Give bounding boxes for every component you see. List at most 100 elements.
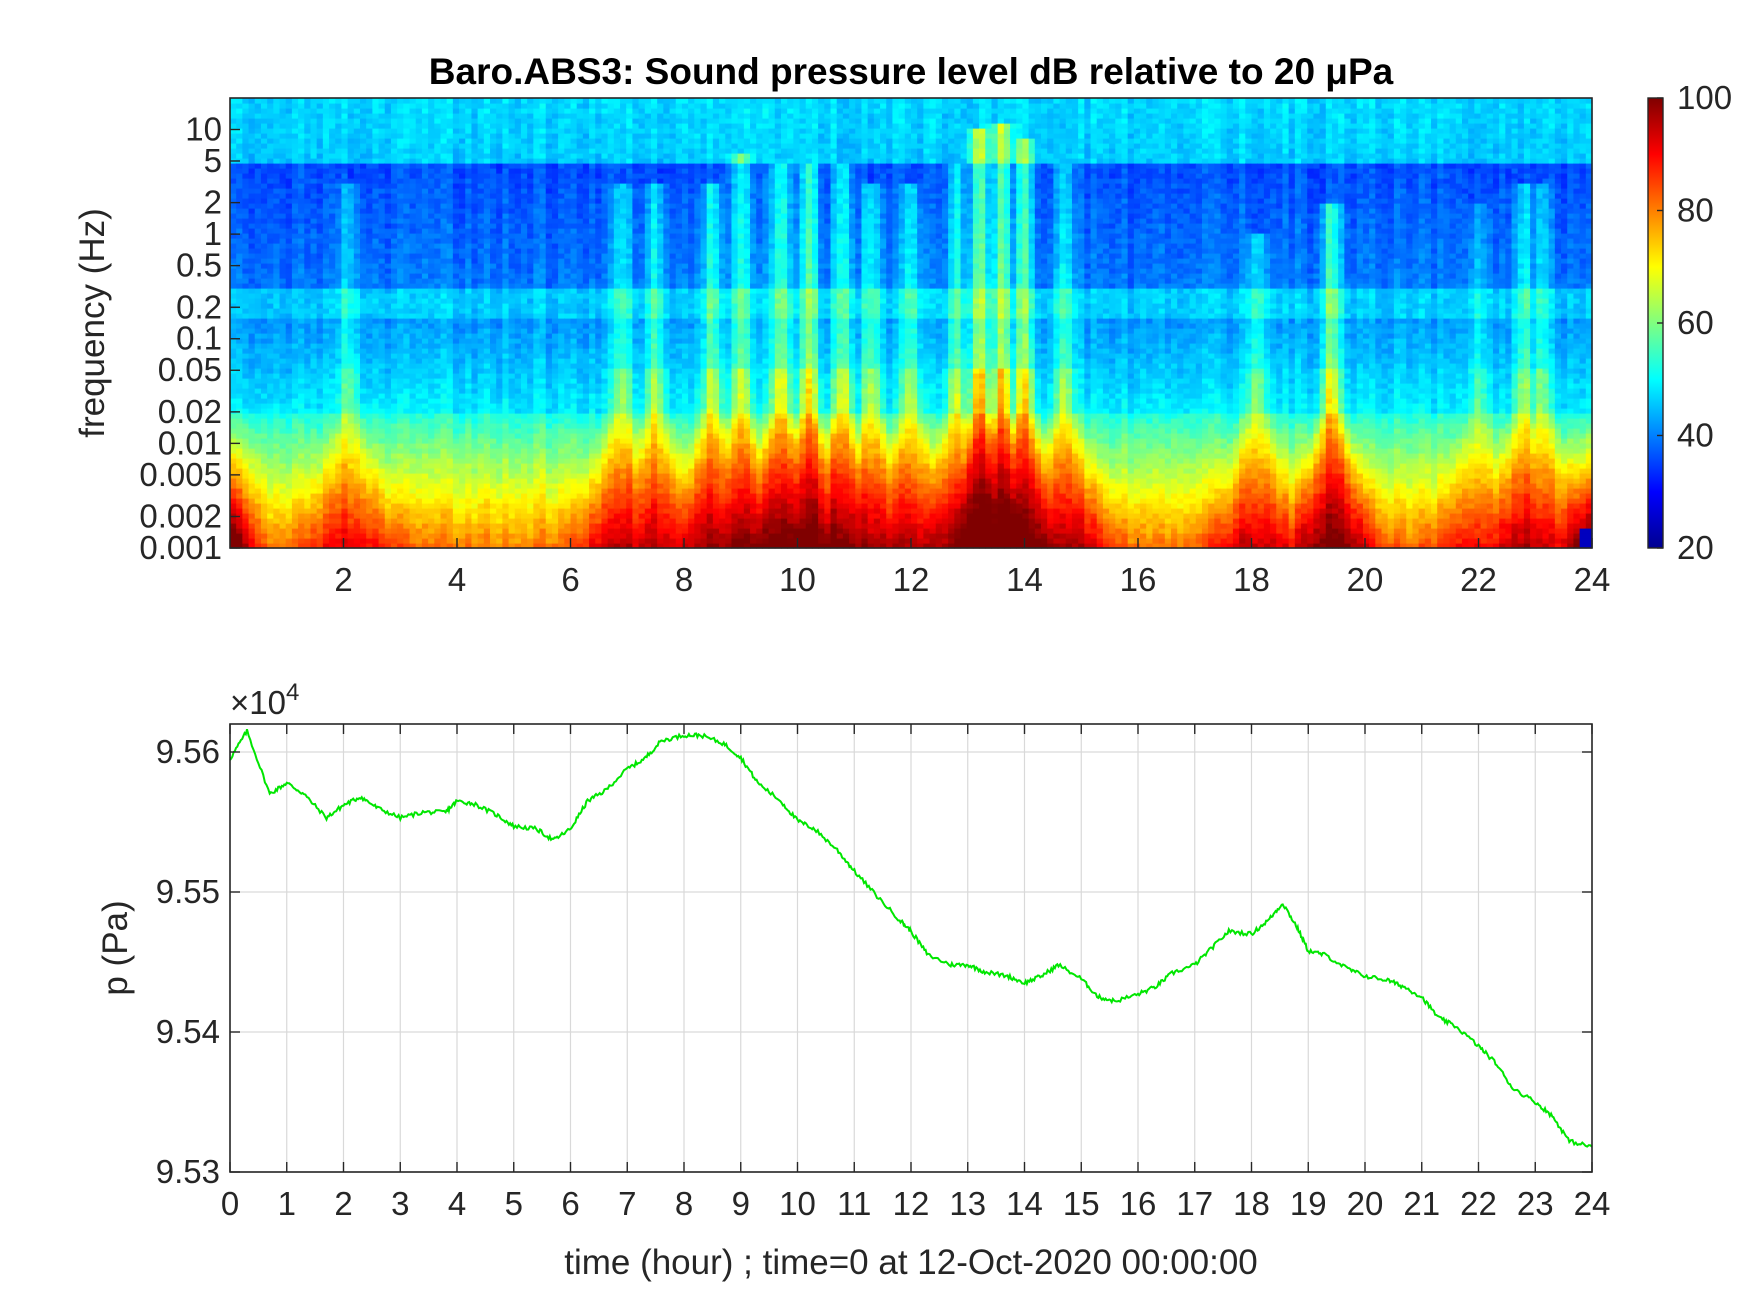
heatmap-cell — [409, 258, 417, 264]
heatmap-cell — [490, 273, 497, 279]
heatmap-cell — [260, 428, 268, 434]
heatmap-cell — [285, 373, 293, 379]
heatmap-cell — [322, 368, 330, 374]
heatmap-cell — [421, 103, 429, 109]
heatmap-cell — [341, 458, 349, 464]
heatmap-cell — [298, 528, 305, 534]
heatmap-cell — [298, 333, 305, 339]
heatmap-cell — [545, 183, 553, 189]
heatmap-cell — [273, 523, 281, 529]
heatmap-cell — [390, 323, 398, 329]
heatmap-cell — [471, 303, 479, 309]
heatmap-cell — [254, 108, 262, 114]
heatmap-cell — [564, 358, 572, 364]
heatmap-cell — [446, 503, 454, 509]
heatmap-cell — [551, 303, 559, 309]
heatmap-cell — [273, 268, 281, 274]
heatmap-cell — [428, 183, 435, 189]
heatmap-cell — [372, 508, 380, 514]
heatmap-cell — [267, 308, 274, 314]
heatmap-cell — [260, 253, 268, 259]
heatmap-cell — [360, 108, 367, 114]
heatmap-cell — [341, 133, 349, 139]
heatmap-cell — [279, 243, 287, 249]
heatmap-cell — [508, 328, 516, 334]
heatmap-cell — [248, 123, 256, 129]
heatmap-cell — [298, 173, 305, 179]
heatmap-cell — [310, 98, 318, 104]
heatmap-cell — [384, 368, 392, 374]
heatmap-cell — [514, 368, 522, 374]
heatmap-cell — [254, 163, 262, 169]
heatmap-cell — [260, 263, 268, 269]
heatmap-cell — [440, 188, 448, 194]
heatmap-cell — [273, 153, 281, 159]
heatmap-cell — [490, 343, 497, 349]
heatmap-cell — [341, 328, 349, 334]
heatmap-cell — [471, 453, 479, 459]
heatmap-cell — [558, 228, 565, 234]
heatmap-cell — [502, 108, 510, 114]
heatmap-cell — [570, 418, 578, 424]
heatmap-cell — [260, 273, 268, 279]
heatmap-cell — [558, 163, 565, 169]
heatmap-cell — [440, 468, 448, 474]
heatmap-cell — [440, 378, 448, 384]
heatmap-cell — [291, 538, 299, 544]
heatmap-cell — [551, 503, 559, 509]
heatmap-cell — [465, 498, 473, 504]
heatmap-cell — [310, 448, 318, 454]
heatmap-cell — [428, 353, 435, 359]
heatmap-cell — [403, 178, 411, 184]
heatmap-cell — [533, 523, 541, 529]
heatmap-cell — [267, 238, 274, 244]
heatmap-cell — [459, 173, 466, 179]
heatmap-cell — [446, 173, 454, 179]
heatmap-cell — [341, 373, 349, 379]
heatmap-cell — [415, 363, 423, 369]
heatmap-cell — [496, 543, 503, 549]
heatmap-cell — [254, 458, 262, 464]
heatmap-cell — [360, 188, 367, 194]
heatmap-cell — [347, 148, 355, 154]
heatmap-cell — [514, 213, 522, 219]
heatmap-cell — [502, 503, 510, 509]
heatmap-cell — [390, 363, 398, 369]
heatmap-cell — [520, 478, 528, 484]
heatmap-cell — [551, 198, 559, 204]
heatmap-cell — [403, 278, 411, 284]
heatmap-cell — [440, 523, 448, 529]
heatmap-cell — [415, 448, 423, 454]
heatmap-cell — [452, 348, 460, 354]
heatmap-cell — [230, 178, 237, 184]
heatmap-cell — [446, 378, 454, 384]
heatmap-cell — [291, 448, 299, 454]
heatmap-cell — [496, 433, 503, 439]
heatmap-cell — [316, 338, 324, 344]
heatmap-cell — [446, 473, 454, 479]
heatmap-cell — [329, 523, 336, 529]
heatmap-cell — [545, 368, 553, 374]
heatmap-cell — [440, 308, 448, 314]
heatmap-cell — [496, 468, 503, 474]
heatmap-cell — [322, 513, 330, 519]
heatmap-cell — [520, 378, 528, 384]
heatmap-cell — [304, 383, 312, 389]
heatmap-cell — [390, 153, 398, 159]
heatmap-cell — [564, 333, 572, 339]
heatmap-cell — [378, 498, 386, 504]
heatmap-cell — [452, 198, 460, 204]
heatmap-cell — [446, 238, 454, 244]
heatmap-cell — [360, 533, 367, 539]
heatmap-cell — [353, 288, 361, 294]
heatmap-cell — [496, 258, 503, 264]
heatmap-cell — [279, 518, 287, 524]
heatmap-cell — [254, 333, 262, 339]
heatmap-cell — [304, 278, 312, 284]
heatmap-cell — [465, 188, 473, 194]
heatmap-cell — [564, 98, 572, 104]
heatmap-cell — [508, 108, 516, 114]
heatmap-cell — [508, 398, 516, 404]
heatmap-cell — [366, 263, 373, 269]
heatmap-cell — [304, 313, 312, 319]
